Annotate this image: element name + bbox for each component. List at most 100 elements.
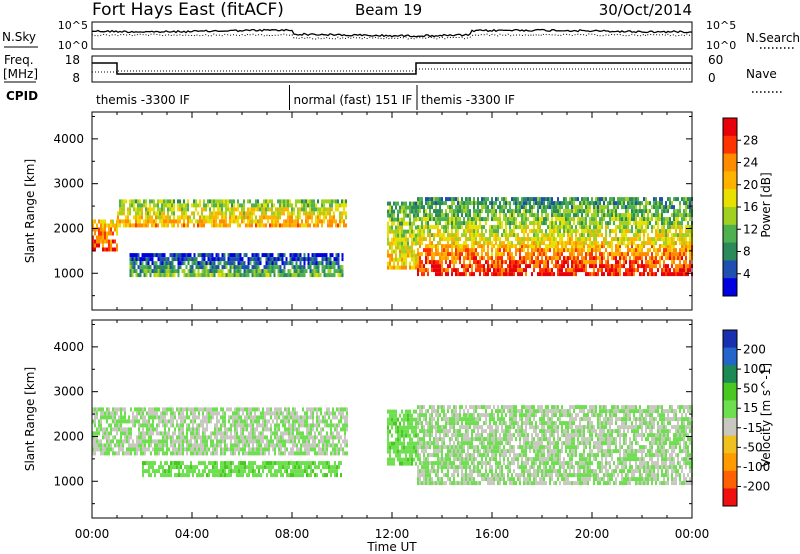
power-echo-cell: [675, 233, 677, 238]
power-echo-cell: [233, 265, 236, 270]
velocity-echo-cell: [212, 439, 214, 444]
power-echo-cell: [597, 248, 599, 253]
velocity-echo-cell: [306, 443, 308, 448]
power-echo-cell: [661, 252, 663, 257]
power-echo-cell: [615, 252, 617, 257]
power-echo-cell: [445, 237, 447, 242]
power-echo-cell: [181, 223, 183, 228]
velocity-echo-cell: [250, 411, 252, 416]
velocity-echo-cell: [268, 443, 270, 448]
velocity-echo-cell: [244, 427, 246, 432]
velocity-echo-cell: [298, 415, 300, 420]
velocity-echo-cell: [190, 439, 192, 444]
power-echo-cell: [567, 221, 569, 226]
power-echo-cell: [477, 252, 479, 257]
power-echo-cell: [137, 265, 140, 270]
power-echo-cell: [593, 248, 595, 253]
power-echo-cell: [585, 229, 587, 234]
power-echo-cell: [621, 264, 623, 269]
velocity-echo-cell: [184, 419, 186, 424]
power-echo-cell: [193, 273, 196, 278]
power-echo-cell: [421, 201, 423, 206]
power-echo-cell: [241, 273, 244, 278]
power-echo-cell: [389, 241, 391, 246]
velocity-echo-cell: [202, 461, 204, 466]
power-echo-cell: [517, 272, 519, 277]
velocity-echo-cell: [192, 465, 194, 470]
power-echo-cell: [399, 237, 401, 242]
power-echo-cell: [631, 260, 633, 265]
power-echo-cell: [495, 272, 497, 277]
power-echo-cell: [391, 265, 393, 270]
power-echo-cell: [513, 213, 515, 218]
power-echo-cell: [573, 197, 575, 202]
power-echo-cell: [337, 269, 340, 274]
power-echo-cell: [197, 211, 199, 216]
power-echo-cell: [297, 199, 299, 204]
power-echo-cell: [687, 197, 689, 202]
velocity-echo-cell: [262, 407, 264, 412]
velocity-echo-cell: [168, 447, 170, 452]
cpid-segment-label: normal (fast) 151 IF: [294, 93, 413, 107]
velocity-echo-cell: [158, 419, 160, 424]
power-echo-cell: [463, 221, 465, 226]
velocity-echo-cell: [226, 407, 228, 412]
velocity-echo-cell: [152, 447, 154, 452]
power-echo-cell: [563, 260, 565, 265]
velocity-echo-cell: [104, 435, 106, 440]
power-echo-cell: [575, 244, 577, 249]
power-echo-cell: [279, 253, 282, 258]
velocity-echo-cell: [292, 411, 294, 416]
power-echo-cell: [433, 252, 435, 257]
power-echo-cell: [153, 207, 155, 212]
power-echo-cell: [285, 261, 288, 266]
power-echo-cell: [491, 213, 493, 218]
power-echo-cell: [597, 221, 599, 226]
velocity-echo-cell: [120, 419, 122, 424]
velocity-echo-cell: [190, 465, 192, 470]
power-echo-cell: [257, 223, 259, 228]
velocity-echo-cell: [310, 435, 312, 440]
power-echo-cell: [283, 207, 285, 212]
power-echo-cell: [689, 260, 691, 265]
power-echo-cell: [487, 244, 489, 249]
velocity-echo-cell: [148, 447, 150, 452]
power-echo-cell: [331, 253, 334, 258]
power-echo-cell: [561, 233, 563, 238]
power-echo-cell: [239, 253, 242, 258]
power-echo-cell: [217, 223, 219, 228]
power-echo-cell: [551, 233, 553, 238]
power-echo-cell: [391, 241, 393, 246]
velocity-echo-cell: [92, 431, 94, 436]
power-echo-cell: [551, 272, 553, 277]
power-echo-cell: [257, 257, 260, 262]
power-echo-cell: [461, 264, 463, 269]
power-echo-cell: [451, 260, 453, 265]
power-echo-cell: [557, 225, 559, 230]
velocity-echo-cell: [210, 443, 212, 448]
velocity-echo-cell: [172, 447, 174, 452]
power-echo-cell: [255, 265, 258, 270]
power-echo-cell: [491, 233, 493, 238]
velocity-echo-cell: [322, 415, 324, 420]
power-echo-cell: [201, 223, 203, 228]
power-echo-cell: [323, 199, 325, 204]
power-echo-cell: [94, 231, 96, 236]
power-echo-cell: [315, 207, 317, 212]
power-echo-cell: [497, 244, 499, 249]
power-echo-cell: [539, 244, 541, 249]
power-echo-cell: [613, 256, 615, 261]
power-echo-cell: [549, 197, 551, 202]
power-echo-cell: [171, 261, 174, 266]
power-echo-cell: [269, 223, 271, 228]
power-echo-cell: [295, 199, 297, 204]
power-echo-cell: [261, 215, 263, 220]
power-echo-cell: [237, 223, 239, 228]
power-echo-cell: [467, 209, 469, 214]
power-echo-cell: [545, 272, 547, 277]
power-echo-cell: [167, 269, 170, 274]
power-echo-cell: [631, 244, 633, 249]
velocity-echo-cell: [200, 419, 202, 424]
power-echo-cell: [497, 197, 499, 202]
